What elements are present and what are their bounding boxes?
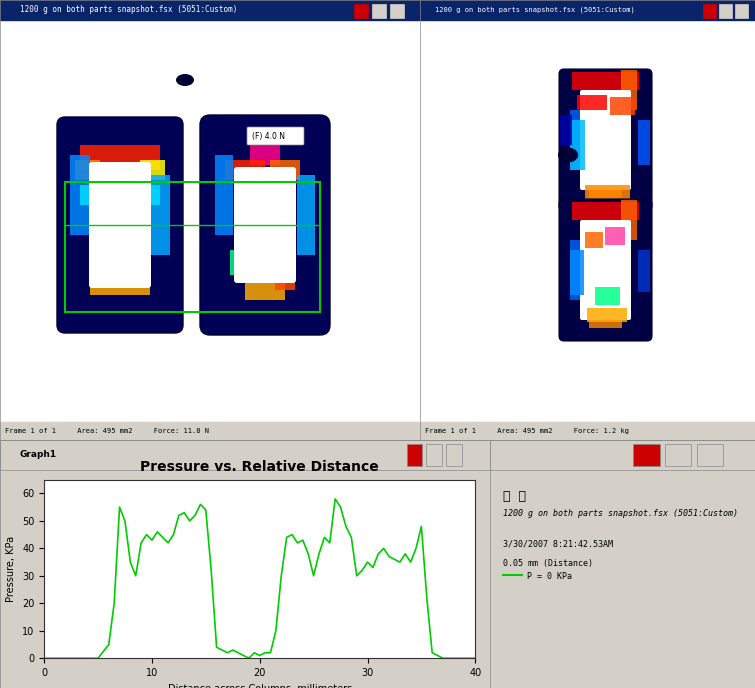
Bar <box>560 115 572 145</box>
Bar <box>80 185 160 205</box>
Bar <box>735 4 748 18</box>
Bar <box>638 250 650 292</box>
Text: Graph1: Graph1 <box>20 451 57 460</box>
Bar <box>577 95 607 110</box>
Bar <box>610 97 635 115</box>
Bar <box>140 160 165 180</box>
Bar <box>65 182 320 312</box>
Bar <box>570 240 588 300</box>
Ellipse shape <box>176 74 194 86</box>
FancyBboxPatch shape <box>559 69 652 211</box>
Bar <box>297 175 315 255</box>
Bar <box>0 0 420 20</box>
Bar <box>621 200 637 240</box>
Bar <box>572 202 639 220</box>
Bar <box>354 4 368 18</box>
FancyBboxPatch shape <box>247 127 304 145</box>
Text: Frame 1 of 1     Area: 495 mm2     Force: 11.8 N: Frame 1 of 1 Area: 495 mm2 Force: 11.8 N <box>5 428 209 434</box>
Bar <box>595 287 620 305</box>
Bar <box>215 155 233 235</box>
Text: P = 0 KPa: P = 0 KPa <box>527 572 572 581</box>
Bar <box>0 440 490 470</box>
Bar <box>225 160 265 180</box>
Bar <box>0 422 420 440</box>
FancyBboxPatch shape <box>200 115 330 335</box>
Text: 1200 g on both parts snapshot.fsx (5051:Custom): 1200 g on both parts snapshot.fsx (5051:… <box>20 6 237 14</box>
Y-axis label: Pressure, KPa: Pressure, KPa <box>7 536 17 602</box>
Bar <box>572 72 639 90</box>
Bar <box>245 215 260 235</box>
Bar <box>105 220 120 235</box>
FancyBboxPatch shape <box>446 444 461 466</box>
Bar <box>372 4 386 18</box>
Text: 1200 g on both parts snapshot.fsx (5051:Custom): 1200 g on both parts snapshot.fsx (5051:… <box>504 509 738 519</box>
FancyBboxPatch shape <box>407 444 422 466</box>
Bar <box>585 185 630 200</box>
Bar <box>230 250 255 275</box>
Text: (F) 4.0 N: (F) 4.0 N <box>252 131 285 140</box>
Bar <box>260 190 280 205</box>
Bar <box>75 160 100 180</box>
Bar <box>585 232 603 248</box>
Bar <box>90 275 150 295</box>
Bar <box>605 227 625 245</box>
Title: Pressure vs. Relative Distance: Pressure vs. Relative Distance <box>140 460 379 474</box>
Bar <box>719 4 732 18</box>
Bar <box>621 70 637 110</box>
FancyBboxPatch shape <box>57 117 183 333</box>
FancyBboxPatch shape <box>633 444 660 466</box>
FancyBboxPatch shape <box>697 444 723 466</box>
Text: ⌕  ⌕: ⌕ ⌕ <box>504 490 526 503</box>
Text: 1200 g on both parts snapshot.fsx (5051:Custom): 1200 g on both parts snapshot.fsx (5051:… <box>435 7 635 13</box>
FancyBboxPatch shape <box>234 167 296 283</box>
Bar <box>638 120 650 165</box>
FancyBboxPatch shape <box>427 444 442 466</box>
Bar <box>589 230 622 250</box>
Bar <box>570 110 588 170</box>
FancyBboxPatch shape <box>89 162 151 288</box>
Bar <box>589 100 622 120</box>
Bar <box>150 175 170 255</box>
Bar <box>70 155 90 235</box>
FancyBboxPatch shape <box>580 220 631 320</box>
Text: Frame 1 of 1     Area: 495 mm2     Force: 1.2 kg: Frame 1 of 1 Area: 495 mm2 Force: 1.2 kg <box>425 428 629 434</box>
Ellipse shape <box>558 147 578 162</box>
Bar <box>589 314 622 328</box>
FancyBboxPatch shape <box>665 444 692 466</box>
Bar <box>587 308 627 322</box>
FancyBboxPatch shape <box>580 90 631 190</box>
Bar <box>420 422 755 440</box>
Bar <box>390 4 404 18</box>
Bar <box>80 145 160 170</box>
Bar <box>703 4 716 18</box>
Bar <box>270 160 300 180</box>
FancyBboxPatch shape <box>559 199 652 341</box>
Bar <box>245 280 285 300</box>
Bar <box>250 140 280 165</box>
Bar <box>589 184 622 198</box>
Text: 3/30/2007 8:21:42.53AM: 3/30/2007 8:21:42.53AM <box>504 539 613 548</box>
Bar <box>270 223 282 235</box>
Bar <box>570 250 584 295</box>
Bar <box>420 0 755 20</box>
X-axis label: Distance across Columns, millimeters: Distance across Columns, millimeters <box>168 683 352 688</box>
Bar <box>570 120 585 170</box>
Bar <box>275 265 295 290</box>
Text: 0.05 mm (Distance): 0.05 mm (Distance) <box>504 559 593 568</box>
